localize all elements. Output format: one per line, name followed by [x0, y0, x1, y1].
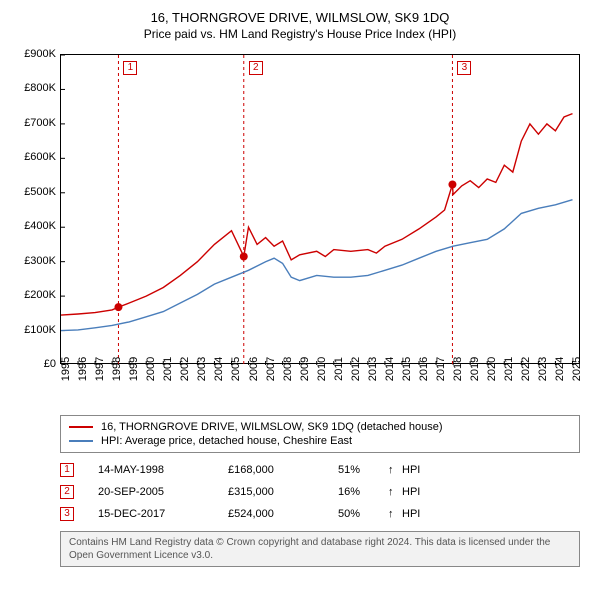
plot-svg: [61, 55, 581, 365]
x-tick-label: 2023: [537, 357, 549, 381]
series-property: [61, 114, 573, 316]
x-tick-label: 1997: [94, 357, 106, 381]
x-tick-label: 2024: [554, 357, 566, 381]
chart-subtitle: Price paid vs. HM Land Registry's House …: [10, 27, 590, 41]
x-tick-label: 2004: [213, 357, 225, 381]
arrow-up-icon: ↑: [388, 486, 402, 498]
x-tick-label: 2013: [367, 357, 379, 381]
x-tick-label: 2001: [162, 357, 174, 381]
event-dot: [240, 253, 248, 261]
event-row-marker: 1: [60, 463, 74, 477]
legend-swatch: [69, 440, 93, 442]
x-tick-label: 2022: [520, 357, 532, 381]
y-tick-label: £900K: [24, 48, 56, 60]
y-tick-label: £800K: [24, 82, 56, 94]
y-tick-label: £500K: [24, 186, 56, 198]
x-tick-label: 2006: [248, 357, 260, 381]
chart-area: £0 £100K £200K £300K £400K £500K £600K £700K £80…: [10, 49, 590, 409]
event-row-marker: 2: [60, 485, 74, 499]
x-tick-label: 2018: [452, 357, 464, 381]
plot-region: [60, 54, 580, 364]
event-dot: [114, 303, 122, 311]
event-row: 1 14-MAY-1998£168,00051%↑HPI: [60, 459, 580, 481]
event-hpi-label: HPI: [402, 508, 580, 520]
legend-label: 16, THORNGROVE DRIVE, WILMSLOW, SK9 1DQ …: [101, 421, 443, 433]
event-marker-box: 2: [249, 61, 263, 75]
arrow-up-icon: ↑: [388, 464, 402, 476]
x-tick-label: 2025: [571, 357, 583, 381]
event-table: 114-MAY-1998£168,00051%↑HPI220-SEP-2005£…: [60, 459, 580, 525]
y-tick-label: £600K: [24, 151, 56, 163]
x-tick-label: 2019: [469, 357, 481, 381]
event-price: £524,000: [228, 508, 338, 520]
event-dot: [448, 181, 456, 189]
x-tick-label: 2020: [486, 357, 498, 381]
legend-row: HPI: Average price, detached house, Ches…: [69, 434, 571, 448]
x-tick-label: 2021: [503, 357, 515, 381]
attribution-text: Contains HM Land Registry data © Crown c…: [60, 531, 580, 567]
legend-label: HPI: Average price, detached house, Ches…: [101, 435, 352, 447]
event-price: £315,000: [228, 486, 338, 498]
event-marker-box: 1: [123, 61, 137, 75]
arrow-up-icon: ↑: [388, 508, 402, 520]
event-pct: 51%: [338, 464, 388, 476]
y-tick-label: £0: [44, 358, 56, 370]
x-tick-label: 2000: [145, 357, 157, 381]
y-tick-label: £100K: [24, 324, 56, 336]
x-tick-label: 2015: [401, 357, 413, 381]
x-tick-label: 2012: [350, 357, 362, 381]
x-tick-label: 2016: [418, 357, 430, 381]
x-tick-label: 2008: [282, 357, 294, 381]
legend-row: 16, THORNGROVE DRIVE, WILMSLOW, SK9 1DQ …: [69, 420, 571, 434]
chart-title: 16, THORNGROVE DRIVE, WILMSLOW, SK9 1DQ: [10, 10, 590, 25]
x-tick-label: 2010: [316, 357, 328, 381]
y-tick-label: £300K: [24, 255, 56, 267]
y-tick-label: £400K: [24, 220, 56, 232]
event-row-marker: 3: [60, 507, 74, 521]
event-date: 15-DEC-2017: [98, 508, 228, 520]
x-tick-label: 2011: [333, 357, 345, 381]
event-price: £168,000: [228, 464, 338, 476]
event-date: 20-SEP-2005: [98, 486, 228, 498]
x-tick-label: 2005: [230, 357, 242, 381]
x-tick-label: 2002: [179, 357, 191, 381]
x-tick-label: 1995: [60, 357, 72, 381]
event-date: 14-MAY-1998: [98, 464, 228, 476]
legend: 16, THORNGROVE DRIVE, WILMSLOW, SK9 1DQ …: [60, 415, 580, 453]
event-hpi-label: HPI: [402, 486, 580, 498]
event-row: 3 15-DEC-2017£524,00050%↑HPI: [60, 503, 580, 525]
x-tick-label: 2009: [299, 357, 311, 381]
legend-swatch: [69, 426, 93, 428]
x-tick-label: 1998: [111, 357, 123, 381]
event-row: 2 20-SEP-2005£315,00016%↑HPI: [60, 481, 580, 503]
x-tick-label: 1996: [77, 357, 89, 381]
event-pct: 50%: [338, 508, 388, 520]
x-tick-label: 2017: [435, 357, 447, 381]
x-tick-label: 2014: [384, 357, 396, 381]
event-hpi-label: HPI: [402, 464, 580, 476]
series-hpi: [61, 200, 573, 331]
y-tick-label: £200K: [24, 289, 56, 301]
y-tick-label: £700K: [24, 117, 56, 129]
x-tick-label: 1999: [128, 357, 140, 381]
event-marker-box: 3: [457, 61, 471, 75]
event-pct: 16%: [338, 486, 388, 498]
x-tick-label: 2007: [265, 357, 277, 381]
x-tick-label: 2003: [196, 357, 208, 381]
